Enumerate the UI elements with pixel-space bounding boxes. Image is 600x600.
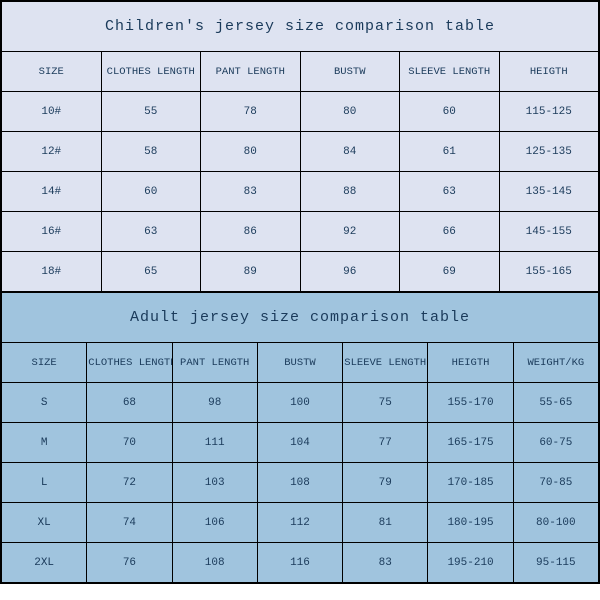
table-row: 14# 60 83 88 63 135-145 [2, 172, 599, 212]
table-row: M 70 111 104 77 165-175 60-75 [2, 423, 599, 463]
cell-value: 104 [257, 423, 342, 463]
cell-size: 10# [2, 92, 102, 132]
cell-value: 92 [300, 212, 400, 252]
table-row: 10# 55 78 80 60 115-125 [2, 92, 599, 132]
cell-value: 68 [87, 383, 172, 423]
cell-value: 80-100 [513, 503, 598, 543]
table-row: 12# 58 80 84 61 125-135 [2, 132, 599, 172]
cell-size: 14# [2, 172, 102, 212]
table-row: 16# 63 86 92 66 145-155 [2, 212, 599, 252]
cell-value: 65 [101, 252, 201, 292]
cell-value: 63 [101, 212, 201, 252]
col-header-pant-length: PANT LENGTH [201, 52, 301, 92]
cell-value: 155-170 [428, 383, 513, 423]
cell-value: 170-185 [428, 463, 513, 503]
col-header-clothes-length: CLOTHES LENGTH [87, 343, 172, 383]
cell-value: 70 [87, 423, 172, 463]
cell-value: 108 [172, 543, 257, 583]
cell-value: 76 [87, 543, 172, 583]
cell-value: 111 [172, 423, 257, 463]
cell-value: 88 [300, 172, 400, 212]
cell-size: XL [2, 503, 87, 543]
cell-value: 79 [343, 463, 428, 503]
cell-value: 72 [87, 463, 172, 503]
cell-value: 55-65 [513, 383, 598, 423]
col-header-size: SIZE [2, 343, 87, 383]
cell-value: 145-155 [499, 212, 599, 252]
cell-value: 80 [201, 132, 301, 172]
col-header-height: HEIGTH [428, 343, 513, 383]
size-chart-container: Children's jersey size comparison table … [0, 0, 600, 584]
cell-value: 95-115 [513, 543, 598, 583]
cell-value: 84 [300, 132, 400, 172]
cell-value: 60 [101, 172, 201, 212]
cell-value: 60 [400, 92, 500, 132]
cell-value: 103 [172, 463, 257, 503]
cell-value: 115-125 [499, 92, 599, 132]
cell-value: 69 [400, 252, 500, 292]
cell-size: 12# [2, 132, 102, 172]
cell-value: 77 [343, 423, 428, 463]
cell-value: 81 [343, 503, 428, 543]
col-header-sleeve-length: SLEEVE LENGTH [400, 52, 500, 92]
children-size-table: Children's jersey size comparison table … [1, 1, 599, 292]
table-row: 18# 65 89 96 69 155-165 [2, 252, 599, 292]
adult-table-title: Adult jersey size comparison table [2, 293, 599, 343]
cell-value: 116 [257, 543, 342, 583]
cell-value: 106 [172, 503, 257, 543]
cell-value: 63 [400, 172, 500, 212]
cell-value: 112 [257, 503, 342, 543]
cell-value: 89 [201, 252, 301, 292]
adult-header-row: SIZE CLOTHES LENGTH PANT LENGTH BUSTW SL… [2, 343, 599, 383]
cell-value: 80 [300, 92, 400, 132]
cell-value: 86 [201, 212, 301, 252]
cell-size: 2XL [2, 543, 87, 583]
cell-value: 98 [172, 383, 257, 423]
col-header-weight: WEIGHT/KG [513, 343, 598, 383]
cell-value: 58 [101, 132, 201, 172]
cell-value: 66 [400, 212, 500, 252]
cell-value: 75 [343, 383, 428, 423]
col-header-sleeve-length: SLEEVE LENGTH [343, 343, 428, 383]
cell-value: 74 [87, 503, 172, 543]
cell-size: S [2, 383, 87, 423]
table-row: L 72 103 108 79 170-185 70-85 [2, 463, 599, 503]
cell-value: 61 [400, 132, 500, 172]
cell-value: 180-195 [428, 503, 513, 543]
children-header-row: SIZE CLOTHES LENGTH PANT LENGTH BUSTW SL… [2, 52, 599, 92]
cell-value: 155-165 [499, 252, 599, 292]
cell-value: 55 [101, 92, 201, 132]
cell-value: 78 [201, 92, 301, 132]
cell-size: L [2, 463, 87, 503]
cell-value: 135-145 [499, 172, 599, 212]
adult-size-table: Adult jersey size comparison table SIZE … [1, 292, 599, 583]
cell-value: 195-210 [428, 543, 513, 583]
table-row: 2XL 76 108 116 83 195-210 95-115 [2, 543, 599, 583]
cell-size: M [2, 423, 87, 463]
cell-value: 100 [257, 383, 342, 423]
cell-value: 125-135 [499, 132, 599, 172]
cell-value: 165-175 [428, 423, 513, 463]
col-header-pant-length: PANT LENGTH [172, 343, 257, 383]
table-row: XL 74 106 112 81 180-195 80-100 [2, 503, 599, 543]
cell-value: 96 [300, 252, 400, 292]
cell-value: 83 [201, 172, 301, 212]
cell-value: 60-75 [513, 423, 598, 463]
col-header-bust: BUSTW [300, 52, 400, 92]
cell-size: 18# [2, 252, 102, 292]
col-header-size: SIZE [2, 52, 102, 92]
cell-size: 16# [2, 212, 102, 252]
cell-value: 108 [257, 463, 342, 503]
table-row: S 68 98 100 75 155-170 55-65 [2, 383, 599, 423]
children-table-title: Children's jersey size comparison table [2, 2, 599, 52]
col-header-bust: BUSTW [257, 343, 342, 383]
cell-value: 83 [343, 543, 428, 583]
col-header-height: HEIGTH [499, 52, 599, 92]
cell-value: 70-85 [513, 463, 598, 503]
col-header-clothes-length: CLOTHES LENGTH [101, 52, 201, 92]
